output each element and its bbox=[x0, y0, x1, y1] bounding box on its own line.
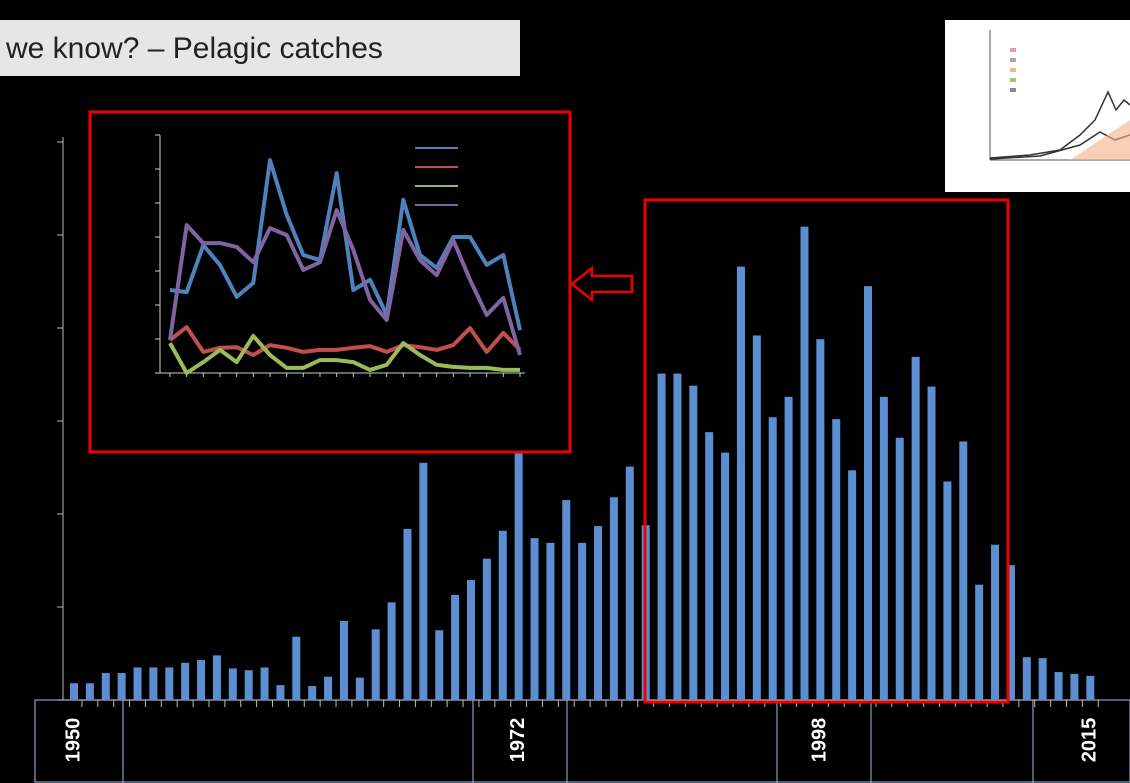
bar bbox=[1086, 675, 1095, 700]
main-chart: 1950 1972 1998 2015 bbox=[57, 137, 1101, 762]
bar bbox=[165, 667, 174, 700]
bar bbox=[594, 526, 603, 700]
bar bbox=[546, 542, 555, 700]
bar bbox=[1038, 658, 1047, 700]
bar bbox=[609, 497, 618, 700]
bar bbox=[498, 530, 507, 700]
bar bbox=[435, 630, 444, 700]
bar bbox=[276, 685, 285, 700]
bar bbox=[911, 356, 920, 700]
inset-legend bbox=[415, 147, 458, 206]
highlight-box bbox=[643, 198, 1010, 704]
bar bbox=[181, 662, 190, 700]
x-tick-label: 1950 bbox=[62, 718, 84, 763]
bar bbox=[800, 226, 809, 700]
bar bbox=[975, 584, 984, 700]
bar bbox=[133, 667, 142, 700]
bar bbox=[736, 266, 745, 700]
bar bbox=[339, 620, 348, 700]
bar bbox=[848, 470, 857, 700]
bar bbox=[1054, 672, 1063, 700]
bar bbox=[197, 660, 206, 700]
bar bbox=[991, 544, 1000, 700]
bar bbox=[228, 668, 237, 700]
bar bbox=[70, 683, 78, 700]
bar bbox=[530, 538, 539, 700]
bar bbox=[705, 432, 714, 700]
bar bbox=[117, 673, 126, 700]
bar bbox=[467, 580, 475, 700]
bar bbox=[927, 386, 936, 700]
x-tick-label: 2015 bbox=[1079, 718, 1101, 763]
arrow bbox=[569, 265, 634, 303]
bar bbox=[673, 373, 682, 700]
line-series bbox=[168, 325, 522, 357]
bar bbox=[864, 286, 872, 700]
line-series bbox=[168, 208, 522, 356]
bar bbox=[959, 441, 968, 700]
bar bbox=[101, 673, 110, 700]
bar bbox=[371, 629, 380, 700]
thumbnail bbox=[945, 20, 1130, 192]
bar bbox=[419, 462, 428, 700]
inset-chart bbox=[155, 134, 525, 377]
bar bbox=[308, 686, 317, 700]
bar bbox=[355, 677, 364, 700]
bar bbox=[784, 396, 793, 700]
bar bbox=[832, 419, 841, 700]
bar bbox=[562, 500, 571, 700]
bar bbox=[292, 636, 301, 700]
bar bbox=[689, 385, 698, 700]
slide-title: we know? – Pelagic catches bbox=[5, 32, 383, 65]
bar bbox=[1006, 565, 1015, 700]
line-series bbox=[168, 333, 520, 375]
bar bbox=[657, 373, 666, 700]
bar bbox=[625, 466, 634, 700]
bar bbox=[244, 670, 253, 700]
bar bbox=[212, 655, 221, 700]
bar bbox=[451, 594, 460, 700]
bar bbox=[324, 676, 333, 700]
bar bbox=[768, 417, 777, 700]
bar bbox=[403, 528, 412, 700]
title-box bbox=[0, 20, 520, 76]
bar bbox=[260, 667, 269, 700]
bar bbox=[1070, 673, 1079, 700]
bar bbox=[85, 683, 94, 700]
bar bbox=[1022, 657, 1031, 700]
x-tick-label: 1998 bbox=[809, 718, 831, 763]
bar bbox=[816, 339, 825, 700]
bar bbox=[578, 542, 587, 700]
bar bbox=[387, 602, 396, 700]
bar bbox=[149, 667, 158, 700]
inset-box bbox=[88, 110, 572, 454]
bar bbox=[879, 396, 888, 700]
bar bbox=[943, 481, 952, 700]
bar bbox=[752, 335, 761, 700]
bar bbox=[721, 452, 730, 700]
bar bbox=[895, 437, 904, 700]
x-tick-label: 1972 bbox=[507, 718, 529, 763]
bar bbox=[514, 434, 523, 700]
bar bbox=[482, 558, 491, 700]
